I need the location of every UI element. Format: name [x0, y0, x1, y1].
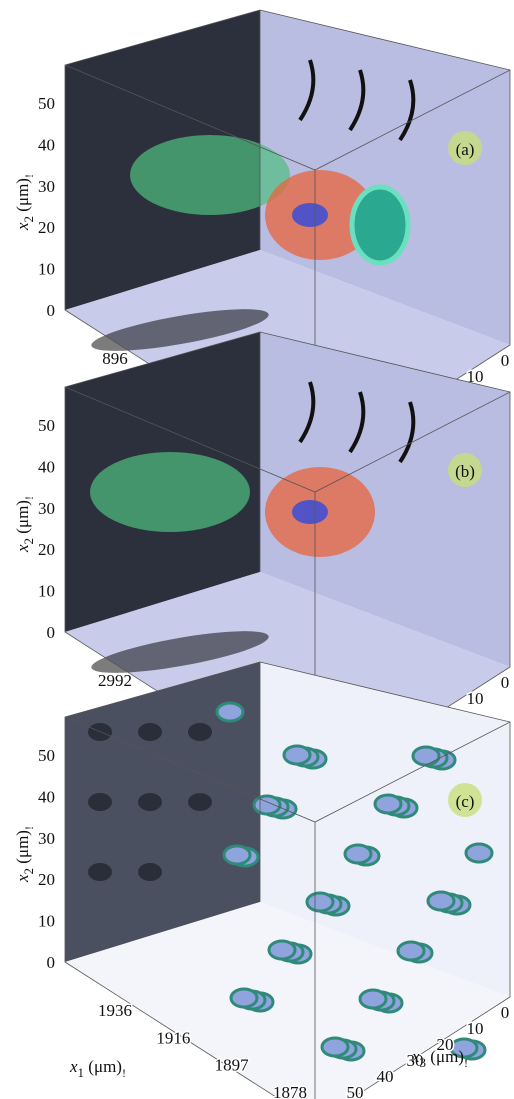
x2-tick-label: 40	[38, 135, 55, 154]
x2-tick-label: 10	[38, 582, 55, 601]
x1-tick-label: 1916	[156, 1028, 190, 1047]
x2-tick-label: 0	[47, 953, 56, 972]
dark-spot	[138, 863, 162, 881]
x2-tick-label: 40	[38, 787, 55, 806]
core	[292, 500, 328, 524]
axis-mark: !	[122, 1066, 126, 1080]
blob	[284, 746, 310, 764]
blob	[398, 942, 424, 960]
plume	[90, 452, 250, 532]
axis-title: x1 (μm)!	[69, 1057, 126, 1080]
x3-tick-label: 40	[377, 1067, 394, 1086]
x2-tick-label: 30	[38, 829, 55, 848]
blob	[231, 989, 257, 1007]
x1-tick-label: 896	[102, 349, 128, 368]
axis-unit: (μm)	[13, 830, 32, 868]
x1-tick-label: 1936	[98, 1001, 132, 1020]
ring	[352, 187, 408, 263]
x3-tick-label: 10	[467, 1019, 484, 1038]
blob	[269, 941, 295, 959]
x3-tick-label: 10	[467, 689, 484, 708]
dark-spot	[138, 793, 162, 811]
blob	[217, 703, 243, 721]
panel-label: (b)	[455, 462, 475, 481]
axis-title: x2 (μm)!	[13, 174, 36, 231]
blob	[254, 796, 280, 814]
axis-unit: (μm)	[13, 500, 32, 538]
x2-tick-label: 30	[38, 177, 55, 196]
axis-unit: (μm)	[13, 178, 32, 216]
x2-tick-label: 50	[38, 416, 55, 435]
dark-spot	[88, 863, 112, 881]
x2-tick-label: 50	[38, 94, 55, 113]
blob	[224, 846, 250, 864]
blob	[375, 795, 401, 813]
dark-spot	[138, 723, 162, 741]
panel: (c)0102030405019361916189718780102030405…	[13, 662, 510, 1099]
x2-tick-label: 0	[47, 623, 56, 642]
blob	[466, 844, 492, 862]
dark-spot	[88, 793, 112, 811]
blob	[345, 845, 371, 863]
axis-mark: !	[464, 1056, 468, 1070]
dark-spot	[188, 793, 212, 811]
x2-tick-label: 50	[38, 746, 55, 765]
figure: (a)0102030405089687785883901020304050x2 …	[0, 0, 514, 1099]
x2-tick-label: 20	[38, 870, 55, 889]
x3-tick-label: 0	[501, 1003, 510, 1022]
axis-mark: !	[22, 174, 36, 178]
x2-tick-label: 10	[38, 912, 55, 931]
x3-tick-label: 50	[347, 1083, 364, 1099]
x2-tick-label: 20	[38, 540, 55, 559]
axis-title: x2 (μm)!	[13, 826, 36, 883]
axis-title: x2 (μm)!	[13, 496, 36, 553]
x2-tick-label: 0	[47, 301, 56, 320]
axis-title: x3 (μm)!	[411, 1047, 468, 1070]
x3-tick-label: 0	[501, 673, 510, 692]
plume	[130, 135, 290, 215]
blob	[360, 990, 386, 1008]
blob	[322, 1038, 348, 1056]
blob	[413, 747, 439, 765]
x1-tick-label: 1897	[215, 1056, 250, 1075]
blob	[428, 892, 454, 910]
panel-label: (c)	[456, 792, 475, 811]
x1-tick-label: 2992	[98, 671, 132, 690]
x2-tick-label: 30	[38, 499, 55, 518]
axis-unit: (μm)	[426, 1047, 464, 1066]
x2-tick-label: 10	[38, 260, 55, 279]
axis-unit: (μm)	[84, 1057, 122, 1076]
x3-tick-label: 0	[501, 351, 510, 370]
blob	[307, 893, 333, 911]
dark-spot	[188, 723, 212, 741]
x2-tick-label: 20	[38, 218, 55, 237]
axis-mark: !	[22, 496, 36, 500]
axis-mark: !	[22, 826, 36, 830]
x2-tick-label: 40	[38, 457, 55, 476]
core	[292, 203, 328, 227]
panel-label: (a)	[456, 140, 475, 159]
x1-tick-label: 1878	[273, 1083, 307, 1099]
